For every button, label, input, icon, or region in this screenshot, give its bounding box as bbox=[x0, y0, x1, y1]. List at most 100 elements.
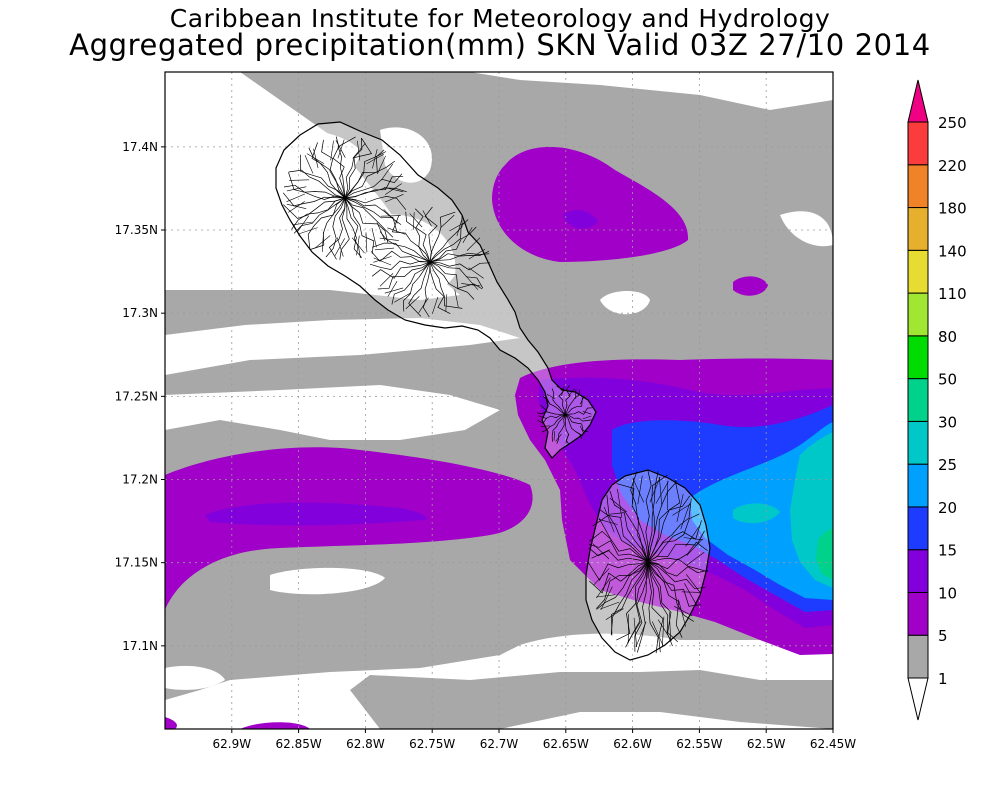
river-branch bbox=[297, 215, 310, 233]
river-branch bbox=[384, 287, 404, 294]
colorbar-label: 50 bbox=[938, 371, 957, 389]
river-line bbox=[377, 261, 431, 290]
river-line bbox=[429, 261, 451, 315]
river-line bbox=[551, 414, 566, 442]
colorbar-segment bbox=[907, 335, 929, 380]
river-branch bbox=[380, 215, 401, 217]
lat-tick-label: 17.1N bbox=[122, 639, 158, 653]
river-branch bbox=[553, 431, 556, 441]
river-branch bbox=[579, 425, 585, 435]
river-branch bbox=[609, 497, 627, 513]
river-branch bbox=[334, 238, 345, 256]
river-branch bbox=[422, 210, 432, 227]
river-branch bbox=[384, 194, 404, 203]
river-branch bbox=[591, 549, 610, 559]
river-line bbox=[422, 261, 431, 318]
rain-band-30-50mm bbox=[816, 528, 833, 580]
colorbar-segment bbox=[907, 164, 929, 209]
river-branch bbox=[669, 612, 672, 642]
colorbar-label: 30 bbox=[938, 413, 957, 431]
river-branch bbox=[387, 227, 406, 235]
river-branch bbox=[540, 425, 550, 427]
rain-area-5-10mm bbox=[492, 146, 689, 262]
river-branch bbox=[376, 222, 386, 241]
river-line bbox=[429, 261, 491, 271]
river-line bbox=[414, 208, 431, 263]
river-line bbox=[537, 411, 566, 416]
colorbar-label: 140 bbox=[938, 242, 967, 260]
river-line bbox=[647, 561, 683, 638]
river-line bbox=[372, 242, 431, 263]
river-line bbox=[344, 173, 403, 199]
river-branch bbox=[286, 193, 306, 202]
colorbar-segment bbox=[907, 506, 929, 551]
river-branch bbox=[684, 583, 698, 606]
river-line bbox=[325, 197, 346, 258]
river-branch bbox=[288, 201, 305, 213]
river-line bbox=[606, 494, 649, 563]
river-line bbox=[344, 197, 363, 258]
rain-area-30-50mm bbox=[816, 528, 833, 580]
rain-free-area bbox=[165, 665, 225, 690]
river-line bbox=[609, 490, 649, 563]
river-branch bbox=[561, 386, 565, 396]
river-branch bbox=[685, 574, 702, 594]
river-branch bbox=[686, 551, 705, 566]
product-title: Aggregated precipitation(mm) SKN Valid 0… bbox=[69, 28, 931, 62]
river-line bbox=[596, 561, 649, 609]
river-branch bbox=[365, 232, 368, 253]
river-line bbox=[647, 561, 679, 643]
river-line bbox=[588, 540, 649, 563]
colorbar-segment bbox=[907, 207, 929, 251]
river-line bbox=[589, 530, 649, 563]
river-line bbox=[556, 385, 566, 416]
river-branch bbox=[593, 568, 610, 586]
river-branch bbox=[335, 140, 346, 158]
river-line bbox=[647, 561, 659, 654]
river-branch bbox=[680, 503, 690, 530]
rain-area-5-10mm bbox=[733, 276, 768, 296]
rain-free-area bbox=[375, 214, 456, 292]
lon-tick-label: 62.8W bbox=[346, 737, 385, 751]
lat-tick-label: 17.25N bbox=[115, 389, 158, 403]
colorbar-label: 220 bbox=[938, 157, 967, 175]
lon-tick-label: 62.5W bbox=[747, 737, 786, 751]
river-line bbox=[537, 414, 566, 424]
river-branch bbox=[380, 163, 393, 181]
river-branch bbox=[322, 232, 324, 252]
river-line bbox=[647, 561, 702, 607]
colorbar-label: 5 bbox=[938, 627, 948, 645]
rain-free-area bbox=[270, 567, 385, 595]
river-line bbox=[588, 547, 649, 563]
river-line bbox=[429, 250, 490, 263]
river-branch bbox=[685, 525, 700, 547]
river-branch bbox=[330, 140, 334, 161]
river-line bbox=[630, 471, 649, 563]
rain-area-5-10mm bbox=[165, 717, 177, 729]
river-line bbox=[429, 261, 484, 289]
river-branch bbox=[379, 237, 399, 241]
rain-area-10-15mm bbox=[563, 210, 598, 229]
colorbar-segment bbox=[907, 549, 929, 593]
river-line bbox=[647, 558, 708, 573]
river-line bbox=[564, 414, 570, 445]
colorbar-segment bbox=[907, 634, 929, 679]
river-branch bbox=[337, 237, 344, 257]
lat-tick-label: 17.2N bbox=[122, 473, 158, 487]
river-line bbox=[647, 561, 664, 653]
river-branch bbox=[456, 219, 463, 237]
river-line bbox=[647, 561, 694, 622]
river-line bbox=[541, 414, 566, 433]
river-branch bbox=[372, 149, 378, 169]
river-branch bbox=[674, 606, 693, 617]
colorbar-label: 250 bbox=[938, 114, 967, 132]
map-grid bbox=[165, 72, 833, 729]
rain-free-area bbox=[165, 318, 520, 375]
river-branch bbox=[394, 292, 411, 303]
river-branch bbox=[651, 621, 664, 646]
colorbar-segment bbox=[907, 292, 929, 337]
river-branch bbox=[409, 213, 423, 228]
lat-tick-label: 17.15N bbox=[115, 556, 158, 570]
